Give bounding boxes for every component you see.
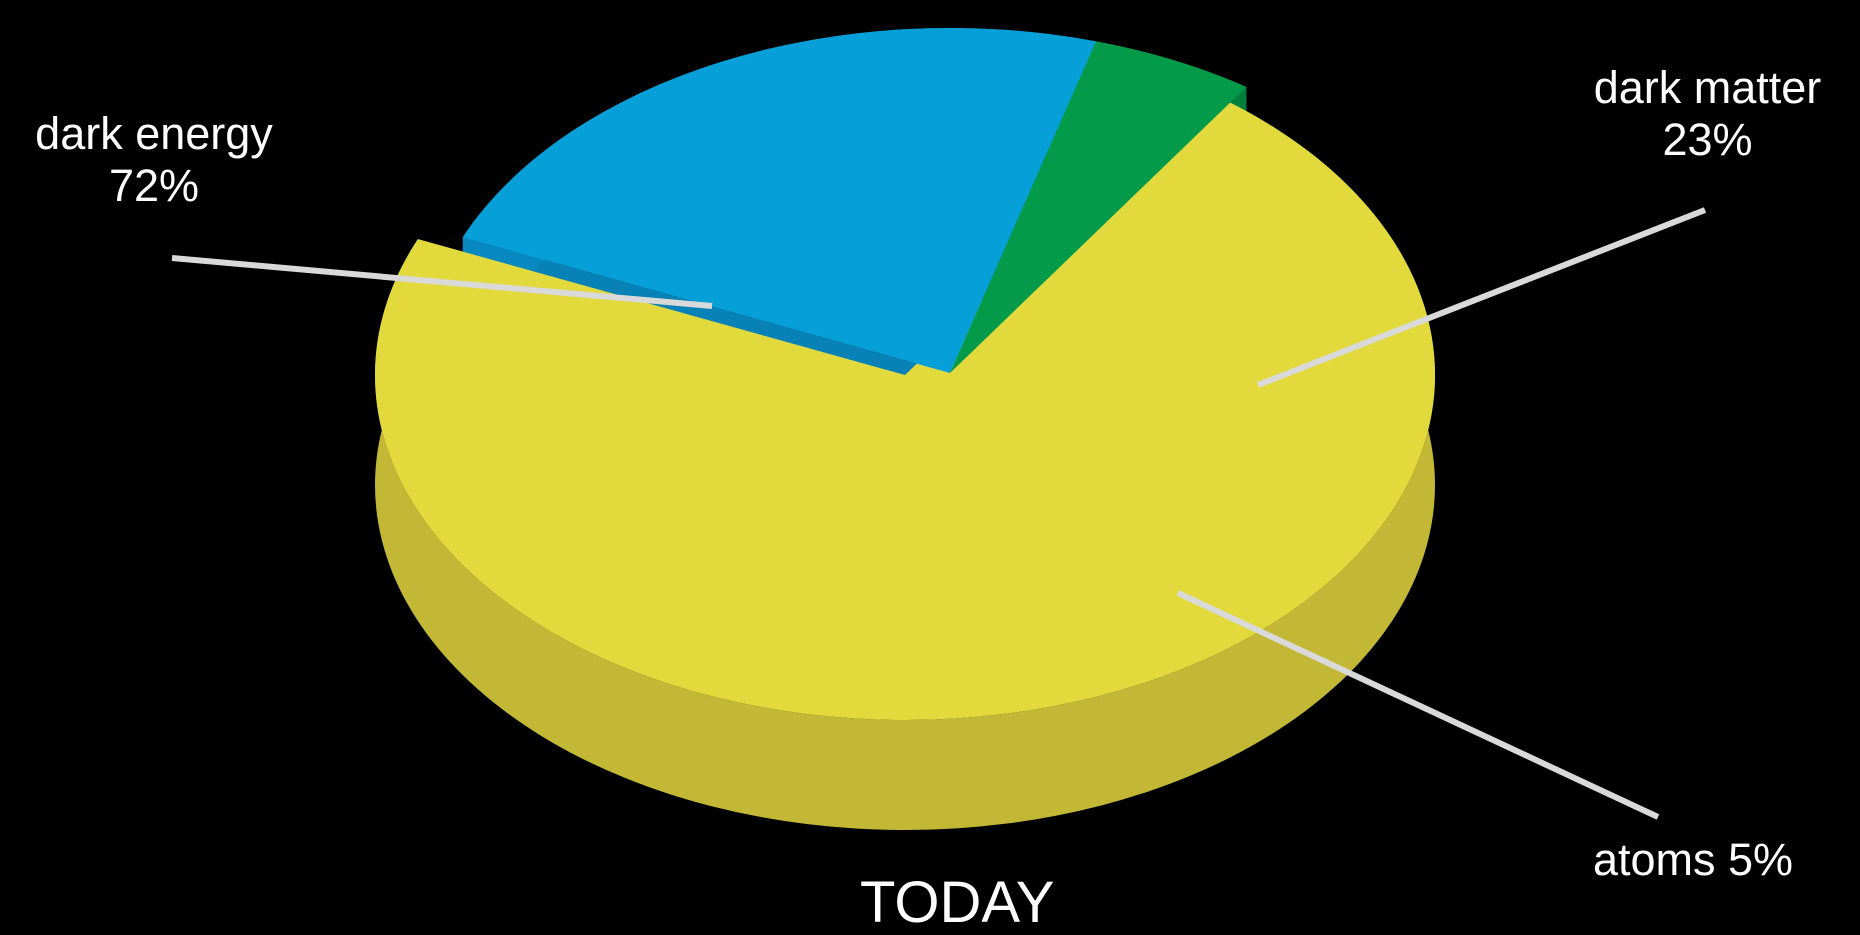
label-dark-matter-value: 23%: [1662, 114, 1753, 165]
label-dark-matter-name: dark matter: [1593, 62, 1822, 113]
label-atoms-name: atoms: [1592, 834, 1716, 885]
label-dark-matter: dark matter 23%: [1560, 62, 1855, 166]
label-dark-energy-value: 72%: [108, 160, 200, 211]
leader-line-dark-matter: [1256, 207, 1707, 388]
slice-top-dark-energy: [375, 88, 1435, 720]
leader-lines: [171, 207, 1707, 820]
chart-caption: TODAY: [860, 870, 1055, 935]
leader-line-dark-energy: [171, 255, 713, 309]
label-atoms-value: 5%: [1728, 834, 1794, 885]
label-atoms: atoms 5%: [1568, 834, 1818, 886]
pie-tops: [375, 27, 1435, 720]
label-dark-energy-name: dark energy: [35, 108, 273, 159]
leader-line-atoms: [1176, 590, 1660, 820]
label-dark-energy: dark energy 72%: [14, 108, 294, 212]
slice-top-dark-matter: [462, 27, 1097, 373]
slice-top-atoms: [950, 41, 1247, 373]
